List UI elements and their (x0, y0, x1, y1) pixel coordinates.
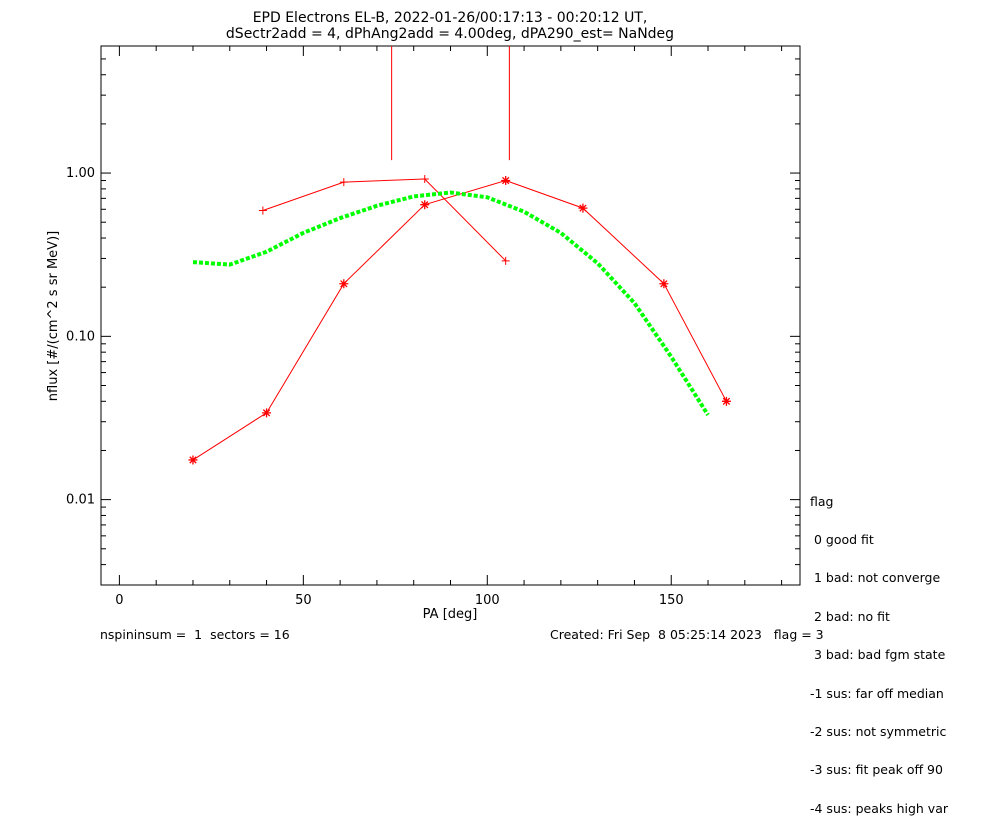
x-tick-label: 0 (115, 593, 123, 608)
asterisk-point (420, 200, 430, 210)
asterisk-point (659, 279, 669, 289)
x-tick-label: 50 (295, 593, 312, 608)
asterisk-point (501, 176, 511, 186)
y-tick-label: 1.00 (66, 166, 95, 181)
chart-title: EPD Electrons EL-B, 2022-01-26/00:17:13 … (253, 10, 648, 26)
legend-item: 0 good fit (810, 531, 874, 547)
chart: EPD Electrons EL-B, 2022-01-26/00:17:13 … (46, 10, 801, 622)
plot-marks (188, 46, 731, 465)
legend-item: 2 bad: no fit (810, 608, 890, 624)
y-tick-label: 0.10 (66, 329, 95, 344)
plot-frame (100, 45, 801, 586)
x-axis-label: PA [deg] (423, 607, 478, 622)
flag-legend: flag 0 good fit 1 bad: not converge 2 ba… (810, 470, 948, 828)
x-tick-label: 100 (475, 593, 500, 608)
asterisk-point (262, 408, 272, 418)
plus-point (420, 174, 429, 183)
plot-axes: 0 50 100 150 0.01 0.10 1.00 (66, 45, 801, 608)
plus-point (339, 178, 348, 187)
legend-title: flag (810, 493, 834, 509)
chart-subtitle: dSectr2add = 4, dPhAng2add = 4.00deg, dP… (226, 26, 674, 42)
legend-item: -1 sus: far off median (810, 685, 944, 701)
y-tick-label: 0.01 (66, 493, 95, 508)
asterisk-point (188, 455, 198, 465)
legend-item: 3 bad: bad fgm state (810, 647, 946, 663)
legend-item: 1 bad: not converge (810, 570, 941, 586)
plus-point (258, 206, 267, 215)
footer-left: nspininsum = 1 sectors = 16 (100, 627, 290, 642)
asterisk-point (721, 396, 731, 406)
footer-right: Created: Fri Sep 8 05:25:14 2023 flag = … (550, 627, 824, 642)
legend-item: -4 sus: peaks high var (810, 800, 949, 816)
asterisk-point (578, 203, 588, 213)
asterisk-point (339, 279, 349, 289)
legend-item: -2 sus: not symmetric (810, 723, 947, 739)
legend-item: -3 sus: fit peak off 90 (810, 762, 943, 778)
fit-curve (192, 190, 710, 417)
series-line (262, 178, 507, 262)
x-tick-label: 150 (659, 593, 684, 608)
y-axis-label: nflux [#/(cm^2 s sr MeV)] (46, 231, 61, 401)
plus-point (501, 256, 510, 265)
